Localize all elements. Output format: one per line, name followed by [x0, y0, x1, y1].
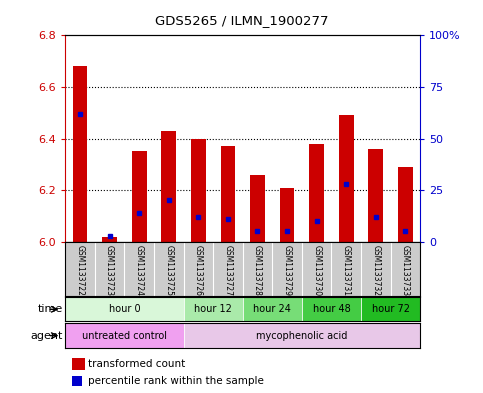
Bar [280, 187, 295, 242]
Bar [65, 297, 184, 321]
Bar [132, 151, 146, 242]
Text: GSM1133730: GSM1133730 [312, 245, 321, 296]
Text: hour 0: hour 0 [109, 304, 140, 314]
Text: GSM1133732: GSM1133732 [371, 245, 380, 296]
Bar [102, 237, 117, 242]
Bar [339, 115, 354, 242]
Text: time: time [38, 304, 63, 314]
Bar [65, 323, 184, 348]
Text: GSM1133728: GSM1133728 [253, 245, 262, 296]
Text: GSM1133733: GSM1133733 [401, 245, 410, 296]
Text: GDS5265 / ILMN_1900277: GDS5265 / ILMN_1900277 [155, 14, 328, 27]
Bar [72, 376, 82, 386]
Bar [161, 131, 176, 242]
Text: GSM1133723: GSM1133723 [105, 245, 114, 296]
Bar [72, 358, 85, 369]
Text: agent: agent [30, 331, 63, 341]
Text: GSM1133727: GSM1133727 [224, 245, 232, 296]
Text: GSM1133724: GSM1133724 [135, 245, 143, 296]
Text: untreated control: untreated control [82, 331, 167, 341]
Bar [369, 149, 383, 242]
Text: hour 24: hour 24 [254, 304, 291, 314]
Bar [221, 146, 235, 242]
Bar [191, 138, 206, 242]
Text: GSM1133722: GSM1133722 [75, 245, 85, 296]
Text: GSM1133726: GSM1133726 [194, 245, 203, 296]
Text: GSM1133731: GSM1133731 [342, 245, 351, 296]
Bar [398, 167, 413, 242]
Bar [302, 297, 361, 321]
Bar [361, 297, 420, 321]
Text: GSM1133725: GSM1133725 [164, 245, 173, 296]
Text: transformed count: transformed count [88, 359, 185, 369]
Bar [250, 174, 265, 242]
Text: GSM1133729: GSM1133729 [283, 245, 292, 296]
Bar [309, 144, 324, 242]
Bar [184, 323, 420, 348]
Text: percentile rank within the sample: percentile rank within the sample [88, 376, 264, 386]
Text: hour 72: hour 72 [371, 304, 410, 314]
Text: hour 12: hour 12 [194, 304, 232, 314]
Bar [184, 297, 242, 321]
Bar [72, 66, 87, 242]
Text: hour 48: hour 48 [313, 304, 350, 314]
Bar [242, 297, 302, 321]
Text: mycophenolic acid: mycophenolic acid [256, 331, 348, 341]
